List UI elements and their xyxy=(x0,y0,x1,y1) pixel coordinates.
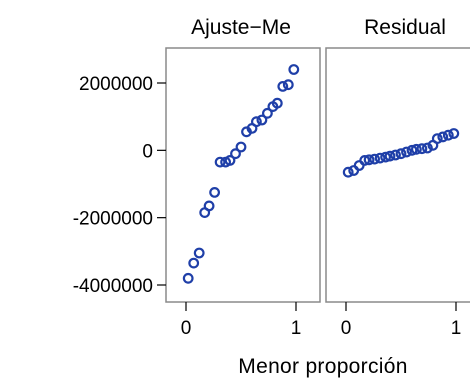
data-point xyxy=(363,154,375,166)
data-point xyxy=(431,133,443,145)
data-point xyxy=(380,151,392,163)
data-point xyxy=(342,166,354,178)
data-point xyxy=(271,97,283,109)
data-point xyxy=(209,186,221,198)
data-point xyxy=(277,80,289,92)
data-point xyxy=(214,156,226,168)
data-point xyxy=(262,107,273,119)
data-point xyxy=(395,148,407,160)
data-point xyxy=(224,154,236,166)
data-point xyxy=(384,150,396,162)
data-point xyxy=(235,141,247,153)
panel-frame xyxy=(325,47,470,303)
data-point xyxy=(193,247,205,259)
y-axis: 2000000 0 -2000000 -4000000 xyxy=(73,74,166,297)
y-tick-label: -4000000 xyxy=(73,276,153,297)
x-tick-label: 0 xyxy=(181,318,192,339)
data-point xyxy=(401,146,412,158)
data-point xyxy=(282,79,294,91)
data-point xyxy=(188,257,200,269)
data-point xyxy=(256,114,268,126)
panel-title: Ajuste−Me xyxy=(191,16,291,39)
x-tick-label: 1 xyxy=(451,318,462,339)
x-axis-title: Menor proporción xyxy=(238,355,407,378)
data-point xyxy=(250,116,262,128)
data-point xyxy=(422,142,433,154)
data-point xyxy=(442,129,454,141)
data-point xyxy=(203,200,215,212)
y-tick-label: 0 xyxy=(142,141,153,162)
data-point xyxy=(288,64,300,75)
data-point xyxy=(416,143,428,155)
data-point xyxy=(406,144,418,156)
panel-2: Residual 0 1 xyxy=(325,16,470,339)
data-point xyxy=(369,153,381,165)
panel-title: Residual xyxy=(364,16,446,39)
x-tick-label: 0 xyxy=(341,318,352,339)
data-point xyxy=(437,131,449,143)
data-point xyxy=(182,272,194,284)
x-tick-label: 1 xyxy=(291,318,302,339)
data-point xyxy=(374,152,386,164)
data-point xyxy=(448,128,460,139)
y-tick-label: 2000000 xyxy=(79,74,153,95)
panel-1: Ajuste−Me 0 1 xyxy=(165,16,321,339)
panel-frame xyxy=(165,47,321,303)
data-point xyxy=(411,143,422,155)
y-tick-label: -2000000 xyxy=(73,209,153,230)
panels: Ajuste−Me 0 1 Residual 0 1 xyxy=(165,16,470,339)
data-point xyxy=(348,165,360,176)
data-point xyxy=(359,154,371,166)
data-point xyxy=(230,148,241,160)
data-point xyxy=(390,149,401,161)
